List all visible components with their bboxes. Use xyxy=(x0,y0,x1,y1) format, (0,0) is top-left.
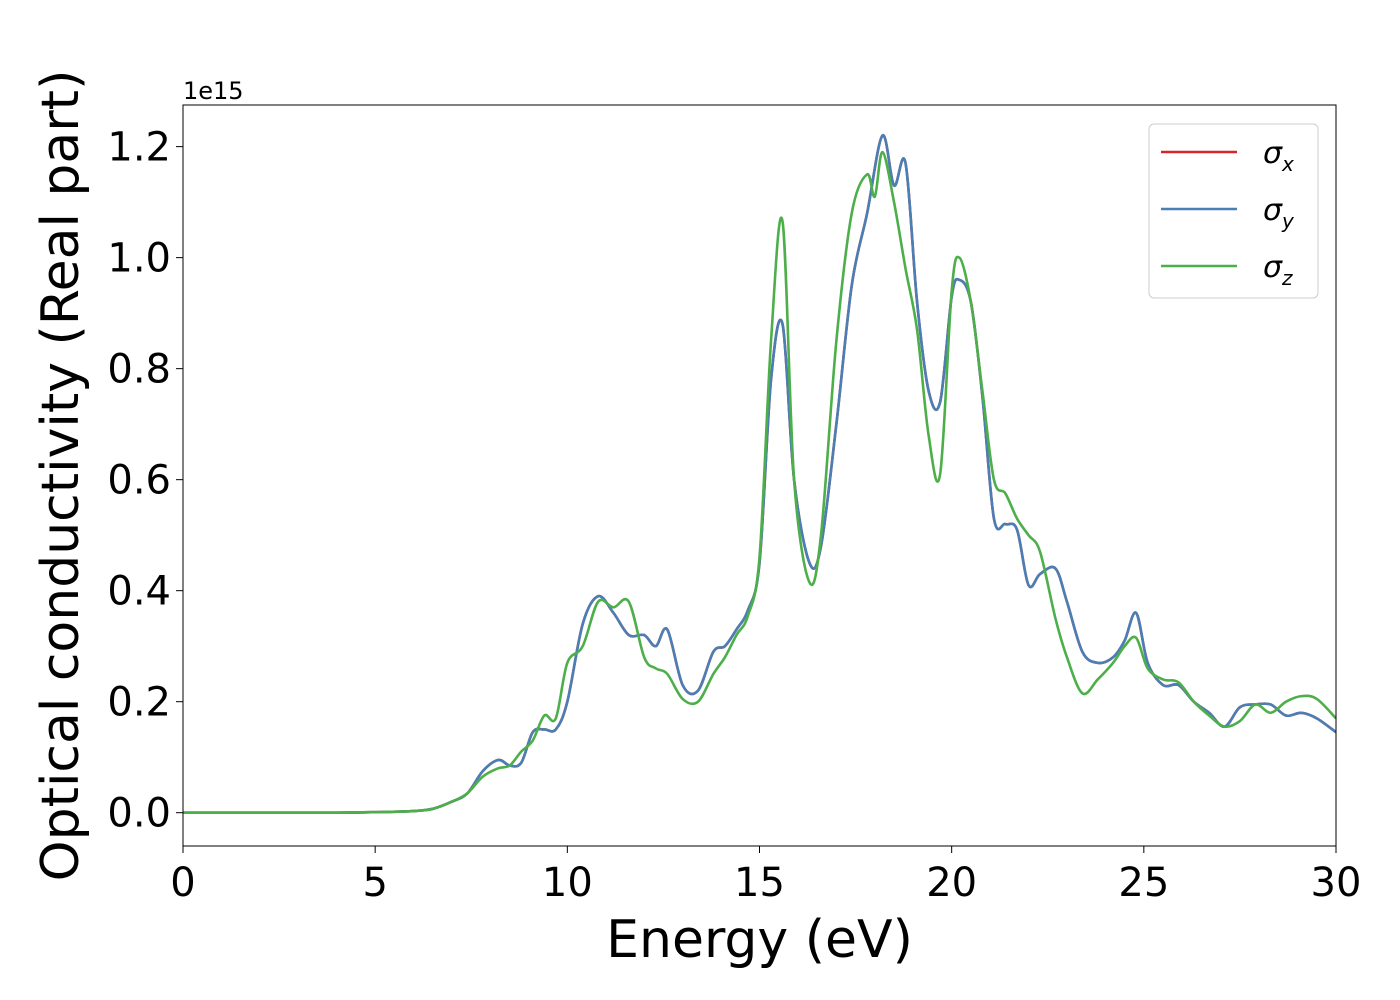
y-offset-label: 1e15 xyxy=(183,77,244,105)
series-line-z xyxy=(183,150,1336,815)
series-lines xyxy=(183,134,1336,815)
legend-label-y: σy xyxy=(1263,193,1295,233)
y-tick-label: 1.0 xyxy=(107,236,171,282)
legend-label-x: σx xyxy=(1263,136,1294,176)
x-tick-label: 30 xyxy=(1311,860,1362,906)
x-axis-ticks: 0 5 10 15 20 25 30 xyxy=(170,846,1361,906)
x-tick-label: 5 xyxy=(362,860,387,906)
x-tick-label: 20 xyxy=(926,860,977,906)
legend-box xyxy=(1148,123,1319,299)
y-tick-label: 0.4 xyxy=(107,569,171,615)
x-tick-label: 25 xyxy=(1118,860,1169,906)
y-axis-ticks: 0.0 0.2 0.4 0.6 0.8 1.0 1.2 xyxy=(107,125,183,837)
legend: σx σy σz xyxy=(1148,123,1319,299)
legend-label-z: σz xyxy=(1263,250,1293,290)
x-tick-label: 15 xyxy=(734,860,785,906)
y-tick-label: 1.2 xyxy=(107,125,171,171)
y-axis-label: Optical conductivity (Real part) xyxy=(31,70,91,882)
y-tick-label: 0.2 xyxy=(107,680,171,726)
x-tick-label: 0 xyxy=(170,860,195,906)
y-tick-label: 0.8 xyxy=(107,347,171,393)
y-tick-label: 0.0 xyxy=(107,791,171,837)
x-axis-label: Energy (eV) xyxy=(606,910,913,970)
x-tick-label: 10 xyxy=(542,860,593,906)
y-tick-label: 0.6 xyxy=(107,458,171,504)
